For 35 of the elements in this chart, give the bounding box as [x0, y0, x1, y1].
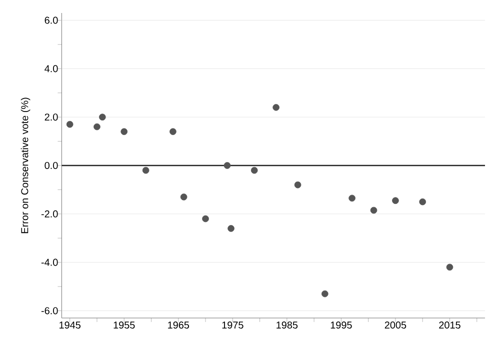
y-tick-label: 6.0	[44, 16, 58, 24]
x-tick-label: 1965	[168, 322, 190, 329]
x-tick-label: 1995	[330, 322, 352, 329]
point	[392, 197, 399, 204]
point	[224, 162, 231, 169]
x-tick-label: 1955	[114, 322, 135, 329]
point	[228, 225, 234, 232]
point	[250, 166, 258, 174]
point	[142, 166, 150, 174]
y-tick-label: -4.0	[41, 258, 58, 266]
x-tick-label: 1975	[222, 322, 244, 329]
point	[120, 128, 128, 136]
x-tick-label: 2005	[384, 322, 406, 329]
point	[322, 290, 328, 298]
y-tick-label: 4.0	[44, 65, 58, 72]
point	[202, 215, 209, 222]
y-tick-label: -6.0	[41, 307, 58, 314]
point	[99, 114, 106, 120]
y-tick-label: -2.0	[41, 210, 58, 218]
point	[66, 120, 74, 128]
point	[348, 194, 356, 202]
point	[180, 194, 188, 200]
point	[294, 181, 302, 188]
y-tick-label: 0.0	[44, 162, 58, 170]
point	[170, 128, 176, 136]
point	[370, 206, 378, 214]
point	[94, 123, 100, 130]
point	[419, 198, 426, 206]
x-tick-label: 1945	[60, 322, 80, 329]
y-axis-title: Error on Conservative vote (%)	[20, 98, 30, 234]
point	[446, 264, 454, 271]
y-tick-label: 2.0	[44, 114, 58, 121]
point	[272, 104, 280, 111]
x-tick-label: 2015	[439, 322, 460, 329]
x-tick-label: 1985	[276, 322, 298, 329]
